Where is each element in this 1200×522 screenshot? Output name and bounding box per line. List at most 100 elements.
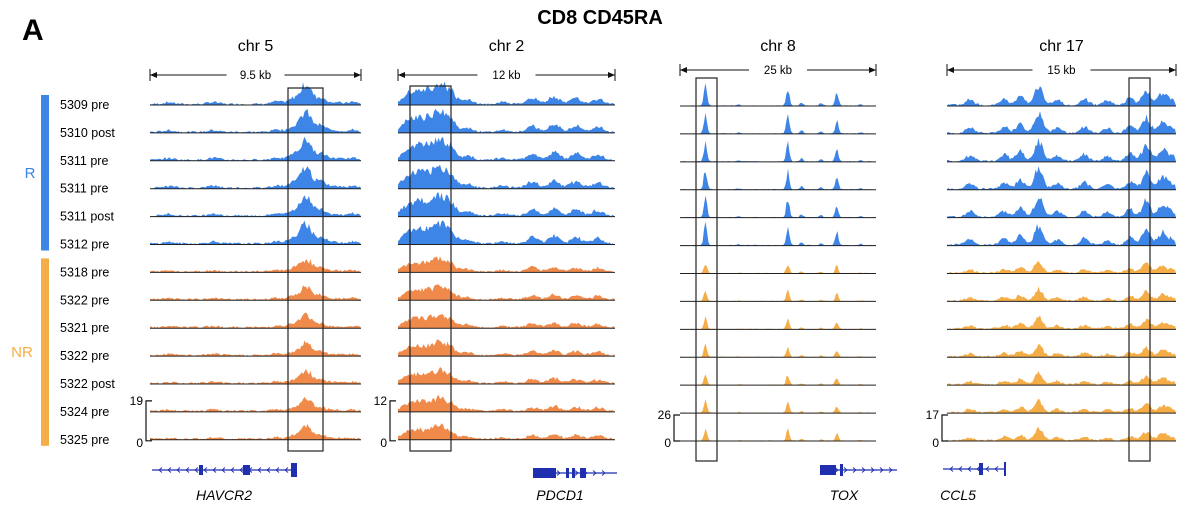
- sample-label: 5324 pre: [60, 405, 109, 419]
- sample-label: 5309 pre: [60, 98, 109, 112]
- gene-exon: [580, 468, 586, 478]
- coverage-track: [150, 108, 361, 133]
- gene-strand-arrow: [185, 467, 190, 473]
- y-scale-bracket: [673, 414, 680, 442]
- scale-label: 15 kb: [1047, 65, 1075, 77]
- chromosome-label: chr 17: [1039, 38, 1084, 55]
- highlight-box: [287, 87, 324, 452]
- gene-strand-arrow: [212, 467, 217, 473]
- gene-strand-arrow: [888, 467, 893, 473]
- gene-strand-arrow: [167, 467, 172, 473]
- locus-panel: chr 5 9.5 kb 19 0 HAVCR2: [130, 38, 362, 503]
- gene-model: [820, 464, 897, 476]
- highlight-box: [695, 77, 718, 462]
- coverage-track: [680, 289, 876, 302]
- group-label-r: R: [25, 165, 36, 182]
- gene-name: CCL5: [940, 487, 976, 503]
- coverage-track: [398, 339, 615, 357]
- gene-strand-arrow: [985, 466, 990, 472]
- scale-arrow-left: [680, 67, 687, 73]
- chromosome-label: chr 2: [489, 38, 525, 55]
- coverage-track: [680, 428, 876, 441]
- chromosome-label: chr 5: [238, 38, 274, 55]
- coverage-track: [398, 394, 615, 412]
- coverage-track: [150, 259, 361, 273]
- gene-exon: [533, 468, 556, 478]
- sample-label: 5322 pre: [60, 349, 109, 363]
- sample-label: 5311 pre: [60, 182, 108, 196]
- scale-arrow-left: [150, 72, 157, 78]
- coverage-track: [680, 140, 876, 162]
- gene-strand-arrow: [266, 467, 271, 473]
- sample-label: 5322 pre: [60, 293, 109, 307]
- sample-labels: 5309 pre 5310 post 5311 pre 5311 pre 5311 po…: [60, 98, 115, 447]
- group-label-nr: NR: [11, 344, 33, 361]
- scale-arrow-right: [1169, 67, 1176, 73]
- coverage-track: [398, 164, 615, 189]
- locus-panel: chr 8 25 kb 26 0 TOX: [658, 38, 897, 503]
- coverage-track: [150, 136, 361, 161]
- group-bars: R NR: [11, 95, 49, 446]
- coverage-track: [680, 83, 876, 106]
- coverage-track: [680, 112, 876, 134]
- coverage-track: [398, 284, 615, 301]
- gene-strand-arrow: [949, 466, 954, 472]
- scale-label-bg: [226, 67, 285, 81]
- gene-strand-arrow: [257, 467, 262, 473]
- coverage-track: [150, 195, 361, 217]
- gene-strand-arrow: [194, 467, 199, 473]
- gene-model: [943, 462, 1006, 476]
- coverage-track: [947, 344, 1176, 358]
- scale-arrow-left: [947, 67, 954, 73]
- sample-label: 5322 post: [60, 377, 115, 391]
- sample-label: 5311 pre: [60, 154, 108, 168]
- gene-strand-arrow: [870, 467, 875, 473]
- coverage-track: [680, 195, 876, 218]
- gene-exon: [840, 464, 843, 476]
- coverage-track: [947, 137, 1176, 162]
- gene-strand-arrow: [176, 467, 181, 473]
- gene-exon: [291, 463, 297, 477]
- coverage-track: [947, 166, 1176, 190]
- scale-label: 9.5 kb: [240, 70, 271, 82]
- coverage-track: [947, 86, 1176, 106]
- coverage-track: [150, 340, 361, 357]
- coverage-track: [947, 261, 1176, 274]
- group-bar-nr: [41, 258, 49, 446]
- scale-arrow-left: [398, 72, 405, 78]
- y-scale-min: 0: [136, 436, 143, 450]
- y-scale-max: 19: [130, 394, 144, 408]
- highlight-box: [409, 85, 452, 452]
- sample-label: 5325 pre: [60, 433, 109, 447]
- scale-label-bg: [477, 67, 536, 81]
- coverage-track: [947, 223, 1176, 246]
- scale-label: 25 kb: [764, 65, 792, 77]
- gene-name: HAVCR2: [196, 487, 252, 503]
- highlight-box: [1128, 77, 1151, 462]
- coverage-track: [398, 192, 615, 217]
- coverage-track: [947, 286, 1176, 302]
- coverage-track: [398, 314, 615, 329]
- sample-label: 5318 pre: [60, 265, 109, 279]
- coverage-track: [398, 256, 615, 273]
- coverage-track: [398, 108, 615, 133]
- gene-strand-arrow: [221, 467, 226, 473]
- scale-label-bg: [749, 62, 807, 76]
- locus-panel: chr 2 12 kb 12 0 PDCD1: [374, 38, 617, 503]
- gene-exon: [572, 468, 575, 478]
- coverage-track: [947, 315, 1176, 330]
- coverage-track: [150, 396, 361, 412]
- coverage-track: [398, 423, 615, 440]
- gene-strand-arrow: [275, 467, 280, 473]
- gene-model: [152, 463, 297, 477]
- locus-panel: chr 17 15 kb 17 0 CCL5: [926, 38, 1177, 503]
- y-scale-bracket: [389, 400, 396, 442]
- coverage-track: [680, 343, 876, 358]
- gene-strand-arrow: [601, 470, 606, 476]
- panel-letter: A: [22, 14, 44, 47]
- scale-arrow-right: [608, 72, 615, 78]
- coverage-track: [150, 369, 361, 384]
- gene-name: TOX: [830, 487, 859, 503]
